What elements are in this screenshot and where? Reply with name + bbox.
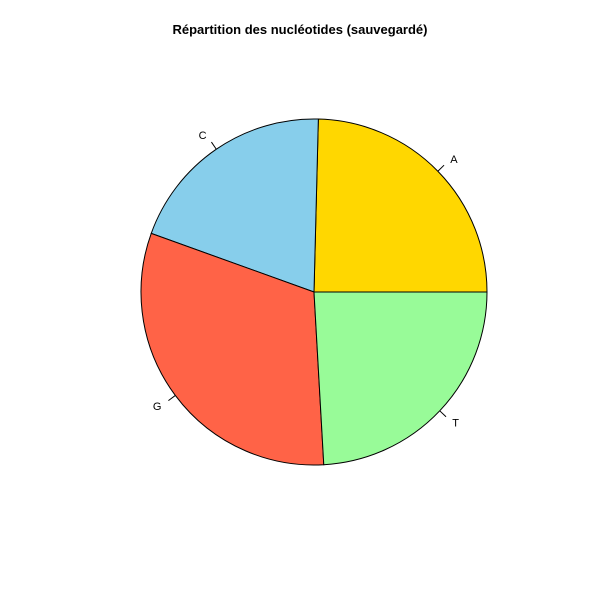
pie-slice-g: [140, 232, 325, 466]
pie-label-c: C: [199, 130, 207, 142]
pie-label-t: T: [452, 418, 459, 430]
pie-label-a: A: [450, 154, 458, 166]
pie-labels: A C G T: [153, 130, 459, 430]
pie-tick-c: [211, 141, 217, 150]
pie-tick-t: [439, 410, 447, 418]
pie-slice-c: [150, 118, 319, 293]
pie-label-ticks: [168, 141, 447, 418]
pie-tick-a: [437, 164, 445, 172]
pie-slice-t: [313, 291, 488, 466]
pie-tick-g: [168, 395, 176, 402]
pie-label-g: G: [153, 401, 162, 413]
pie-slice-a: [313, 118, 488, 293]
pie-slices: [140, 118, 488, 466]
chart-title: Répartition des nucléotides (sauvegardé): [172, 22, 428, 37]
